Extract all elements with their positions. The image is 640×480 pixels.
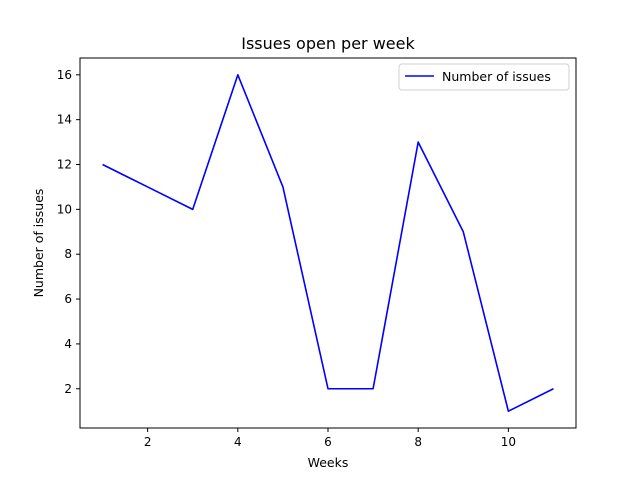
y-tick-label: 12 bbox=[57, 158, 72, 172]
x-tick-label: 8 bbox=[414, 435, 422, 449]
y-tick-label: 14 bbox=[57, 113, 72, 127]
x-tick-label: 10 bbox=[501, 435, 516, 449]
legend: Number of issues bbox=[398, 63, 570, 91]
y-tick-label: 8 bbox=[64, 247, 72, 261]
y-tick-label: 2 bbox=[64, 382, 72, 396]
x-tick-label: 2 bbox=[144, 435, 152, 449]
x-axis-label: Weeks bbox=[308, 455, 349, 470]
x-tick-label: 4 bbox=[234, 435, 242, 449]
chart-title: Issues open per week bbox=[241, 34, 415, 53]
x-axis-ticks: 2 4 6 8 10 bbox=[144, 428, 516, 449]
y-tick-label: 4 bbox=[64, 337, 72, 351]
plot-area: 2 4 6 8 10 2 4 6 8 10 12 14 16 bbox=[57, 57, 577, 449]
legend-box bbox=[398, 63, 570, 91]
x-tick-label: 6 bbox=[324, 435, 332, 449]
y-axis-ticks: 2 4 6 8 10 12 14 16 bbox=[57, 68, 80, 396]
y-tick-label: 10 bbox=[57, 202, 72, 216]
series-line-1 bbox=[102, 74, 554, 412]
y-tick-label: 16 bbox=[57, 68, 72, 82]
y-axis-label: Number of issues bbox=[31, 189, 46, 298]
series-group bbox=[102, 74, 554, 412]
legend-label: Number of issues bbox=[442, 69, 551, 84]
y-tick-label: 6 bbox=[64, 292, 72, 306]
